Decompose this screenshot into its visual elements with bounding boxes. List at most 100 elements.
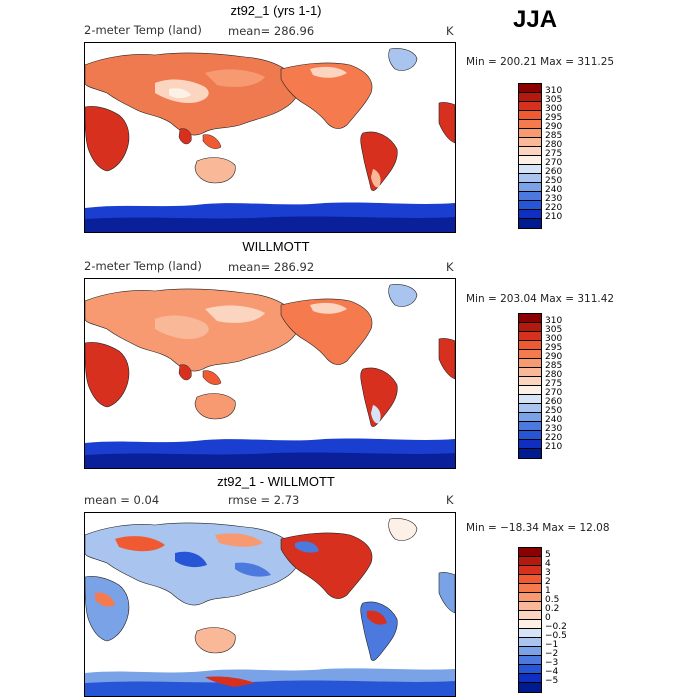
colorbar-swatch xyxy=(519,120,541,129)
panel-3-unit: K xyxy=(446,493,454,507)
colorbar-swatch xyxy=(519,422,541,431)
panel-2-mean: mean= 286.92 xyxy=(228,260,315,274)
colorbar-swatch xyxy=(519,111,541,120)
colorbar-swatch xyxy=(519,557,541,566)
colorbar-label: 260 xyxy=(545,167,563,177)
colorbar-label: 275 xyxy=(545,149,563,159)
panel-1-colorbar xyxy=(518,83,542,229)
colorbar-label: 210 xyxy=(545,212,563,222)
colorbar-swatch xyxy=(519,147,541,156)
panel-2-title: WILLMOTT xyxy=(242,239,310,254)
colorbar-swatch xyxy=(519,395,541,404)
colorbar-label: −5 xyxy=(545,676,559,686)
colorbar-swatch xyxy=(519,647,541,656)
colorbar-label: 2 xyxy=(545,577,551,587)
colorbar-label: −0.2 xyxy=(545,622,567,632)
panel-1-minmax: Min = 200.21 Max = 311.25 xyxy=(466,56,615,68)
panel-2-unit: K xyxy=(446,260,454,274)
colorbar-swatch xyxy=(519,341,541,350)
colorbar-swatch xyxy=(519,377,541,386)
colorbar-swatch xyxy=(519,404,541,413)
africa-region xyxy=(85,106,130,172)
australia-region xyxy=(194,157,236,184)
panel-3-colorbar xyxy=(518,547,542,693)
colorbar-label: −2 xyxy=(545,649,559,659)
colorbar-swatch xyxy=(519,314,541,323)
colorbar-label: 260 xyxy=(545,397,563,407)
colorbar-swatch xyxy=(519,219,541,228)
colorbar-label: 210 xyxy=(545,442,563,452)
colorbar-swatch xyxy=(519,210,541,219)
colorbar-label: 280 xyxy=(545,370,563,380)
colorbar-label: 290 xyxy=(545,352,563,362)
colorbar-label: 290 xyxy=(545,122,563,132)
colorbar-swatch xyxy=(519,332,541,341)
colorbar-swatch xyxy=(519,386,541,395)
colorbar-label: 0 xyxy=(545,613,551,623)
colorbar-swatch xyxy=(519,323,541,332)
season-label: JJA xyxy=(513,6,558,33)
colorbar-label: −0.5 xyxy=(545,631,567,641)
colorbar-label: 310 xyxy=(545,86,563,96)
colorbar-label: 270 xyxy=(545,388,563,398)
colorbar-label: 0.2 xyxy=(545,604,560,614)
panel-1-variable: 2-meter Temp (land) xyxy=(84,23,202,37)
colorbar-label: 1 xyxy=(545,586,551,596)
colorbar-label: 4 xyxy=(545,559,551,569)
colorbar-label: 285 xyxy=(545,361,563,371)
colorbar-swatch xyxy=(519,449,541,458)
colorbar-label: 280 xyxy=(545,140,563,150)
colorbar-label: 230 xyxy=(545,424,563,434)
colorbar-swatch xyxy=(519,413,541,422)
panel-2-colorbar xyxy=(518,313,542,459)
panel-3-title: zt92_1 - WILLMOTT xyxy=(217,474,335,489)
colorbar-swatch xyxy=(519,593,541,602)
colorbar-label: 5 xyxy=(545,550,551,560)
colorbar-swatch xyxy=(519,629,541,638)
colorbar-label: 305 xyxy=(545,95,563,105)
panel-2-map xyxy=(84,278,456,469)
colorbar-swatch xyxy=(519,93,541,102)
colorbar-label: 285 xyxy=(545,131,563,141)
colorbar-label: 270 xyxy=(545,158,563,168)
colorbar-swatch xyxy=(519,566,541,575)
colorbar-label: −1 xyxy=(545,640,559,650)
colorbar-swatch xyxy=(519,192,541,201)
colorbar-swatch xyxy=(519,548,541,557)
south-america-region xyxy=(360,131,398,191)
colorbar-swatch xyxy=(519,156,541,165)
colorbar-swatch xyxy=(519,350,541,359)
colorbar-swatch xyxy=(519,165,541,174)
colorbar-swatch xyxy=(519,638,541,647)
panel-1-mean: mean= 286.96 xyxy=(228,24,315,38)
colorbar-swatch xyxy=(519,102,541,111)
colorbar-swatch xyxy=(519,665,541,674)
colorbar-label: 295 xyxy=(545,343,563,353)
panel-3-mean: mean = 0.04 xyxy=(84,493,160,507)
panel-3-minmax: Min = −18.34 Max = 12.08 xyxy=(466,522,610,534)
colorbar-swatch xyxy=(519,201,541,210)
panel-3-map xyxy=(84,512,456,697)
colorbar-label: −3 xyxy=(545,658,559,668)
colorbar-label: −4 xyxy=(545,667,559,677)
panel-3-rmse: rmse = 2.73 xyxy=(228,493,300,507)
colorbar-label: 310 xyxy=(545,316,563,326)
colorbar-swatch xyxy=(519,359,541,368)
colorbar-label: 300 xyxy=(545,334,563,344)
colorbar-swatch xyxy=(519,584,541,593)
colorbar-swatch xyxy=(519,183,541,192)
colorbar-label: 250 xyxy=(545,406,563,416)
colorbar-label: 220 xyxy=(545,203,563,213)
colorbar-swatch xyxy=(519,575,541,584)
colorbar-swatch xyxy=(519,138,541,147)
colorbar-swatch xyxy=(519,683,541,692)
colorbar-swatch xyxy=(519,620,541,629)
colorbar-swatch xyxy=(519,174,541,183)
colorbar-swatch xyxy=(519,368,541,377)
panel-1-title: zt92_1 (yrs 1-1) xyxy=(230,3,322,18)
colorbar-swatch xyxy=(519,674,541,683)
colorbar-label: 275 xyxy=(545,379,563,389)
colorbar-label: 0.5 xyxy=(545,595,560,605)
panel-2-minmax: Min = 203.04 Max = 311.42 xyxy=(466,293,615,305)
colorbar-label: 240 xyxy=(545,415,563,425)
